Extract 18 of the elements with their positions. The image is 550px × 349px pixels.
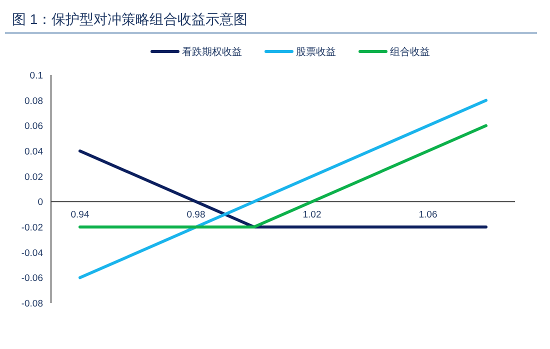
y-tick-label: 0 [38, 197, 43, 208]
x-tick-label: 0.94 [70, 210, 90, 221]
chart-title: 图 1：保护型对冲策略组合收益示意图 [12, 11, 248, 27]
y-tick-label: 0.08 [24, 96, 43, 107]
y-tick-label: -0.08 [21, 298, 43, 310]
y-tick-label: -0.06 [21, 273, 43, 284]
y-tick-label: 0.02 [24, 172, 43, 183]
x-tick-label: 0.98 [186, 210, 206, 221]
y-tick-label: -0.04 [21, 248, 43, 259]
x-tick-label: 1.02 [302, 210, 322, 221]
y-tick-label: 0.06 [24, 121, 43, 132]
y-tick-label: 0.04 [24, 146, 43, 158]
legend-label: 股票收益 [296, 46, 336, 58]
legend-label: 看跌期权收益 [182, 46, 242, 58]
legend-label: 组合收益 [390, 46, 430, 58]
y-tick-label: 0.1 [30, 70, 43, 82]
y-tick-label: -0.02 [21, 222, 43, 234]
x-tick-label: 1.06 [418, 210, 438, 221]
